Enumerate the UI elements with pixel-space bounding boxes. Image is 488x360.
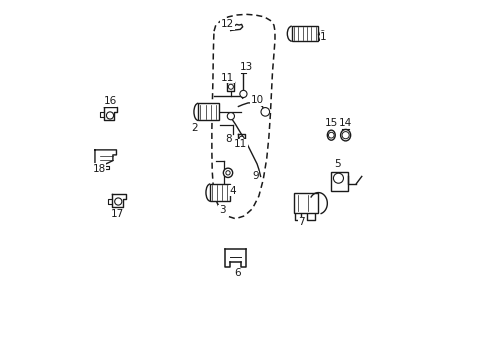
Text: 1: 1 [320, 32, 326, 41]
Circle shape [261, 108, 269, 116]
Bar [293, 193, 318, 213]
Text: 12: 12 [221, 19, 234, 29]
Circle shape [223, 168, 232, 177]
Text: 2: 2 [191, 123, 197, 133]
Circle shape [228, 84, 233, 89]
Bar [291, 26, 317, 41]
Circle shape [106, 112, 113, 119]
Text: 5: 5 [333, 159, 340, 169]
Circle shape [239, 136, 244, 141]
Circle shape [333, 173, 343, 183]
Text: 9: 9 [251, 171, 258, 181]
Text: 17: 17 [110, 209, 123, 219]
Text: 11: 11 [221, 73, 234, 83]
Text: 3: 3 [219, 206, 225, 216]
Text: 11: 11 [234, 139, 247, 149]
Text: 8: 8 [224, 134, 231, 144]
Text: 14: 14 [338, 118, 351, 128]
Circle shape [328, 132, 333, 138]
Text: 6: 6 [234, 268, 240, 278]
Text: 16: 16 [103, 96, 117, 106]
Text: 18: 18 [92, 163, 106, 174]
Text: 10: 10 [250, 95, 263, 105]
Bar [198, 103, 219, 121]
Text: 4: 4 [229, 186, 236, 196]
Circle shape [239, 90, 246, 98]
Ellipse shape [340, 130, 350, 141]
Circle shape [319, 31, 325, 37]
Bar [330, 172, 348, 192]
Bar [210, 184, 229, 201]
Circle shape [225, 171, 230, 175]
Text: 13: 13 [239, 62, 252, 72]
Circle shape [115, 198, 122, 205]
Circle shape [341, 132, 348, 139]
Text: 15: 15 [324, 118, 337, 128]
Circle shape [227, 113, 234, 120]
Ellipse shape [326, 130, 335, 140]
Text: 7: 7 [298, 217, 305, 227]
